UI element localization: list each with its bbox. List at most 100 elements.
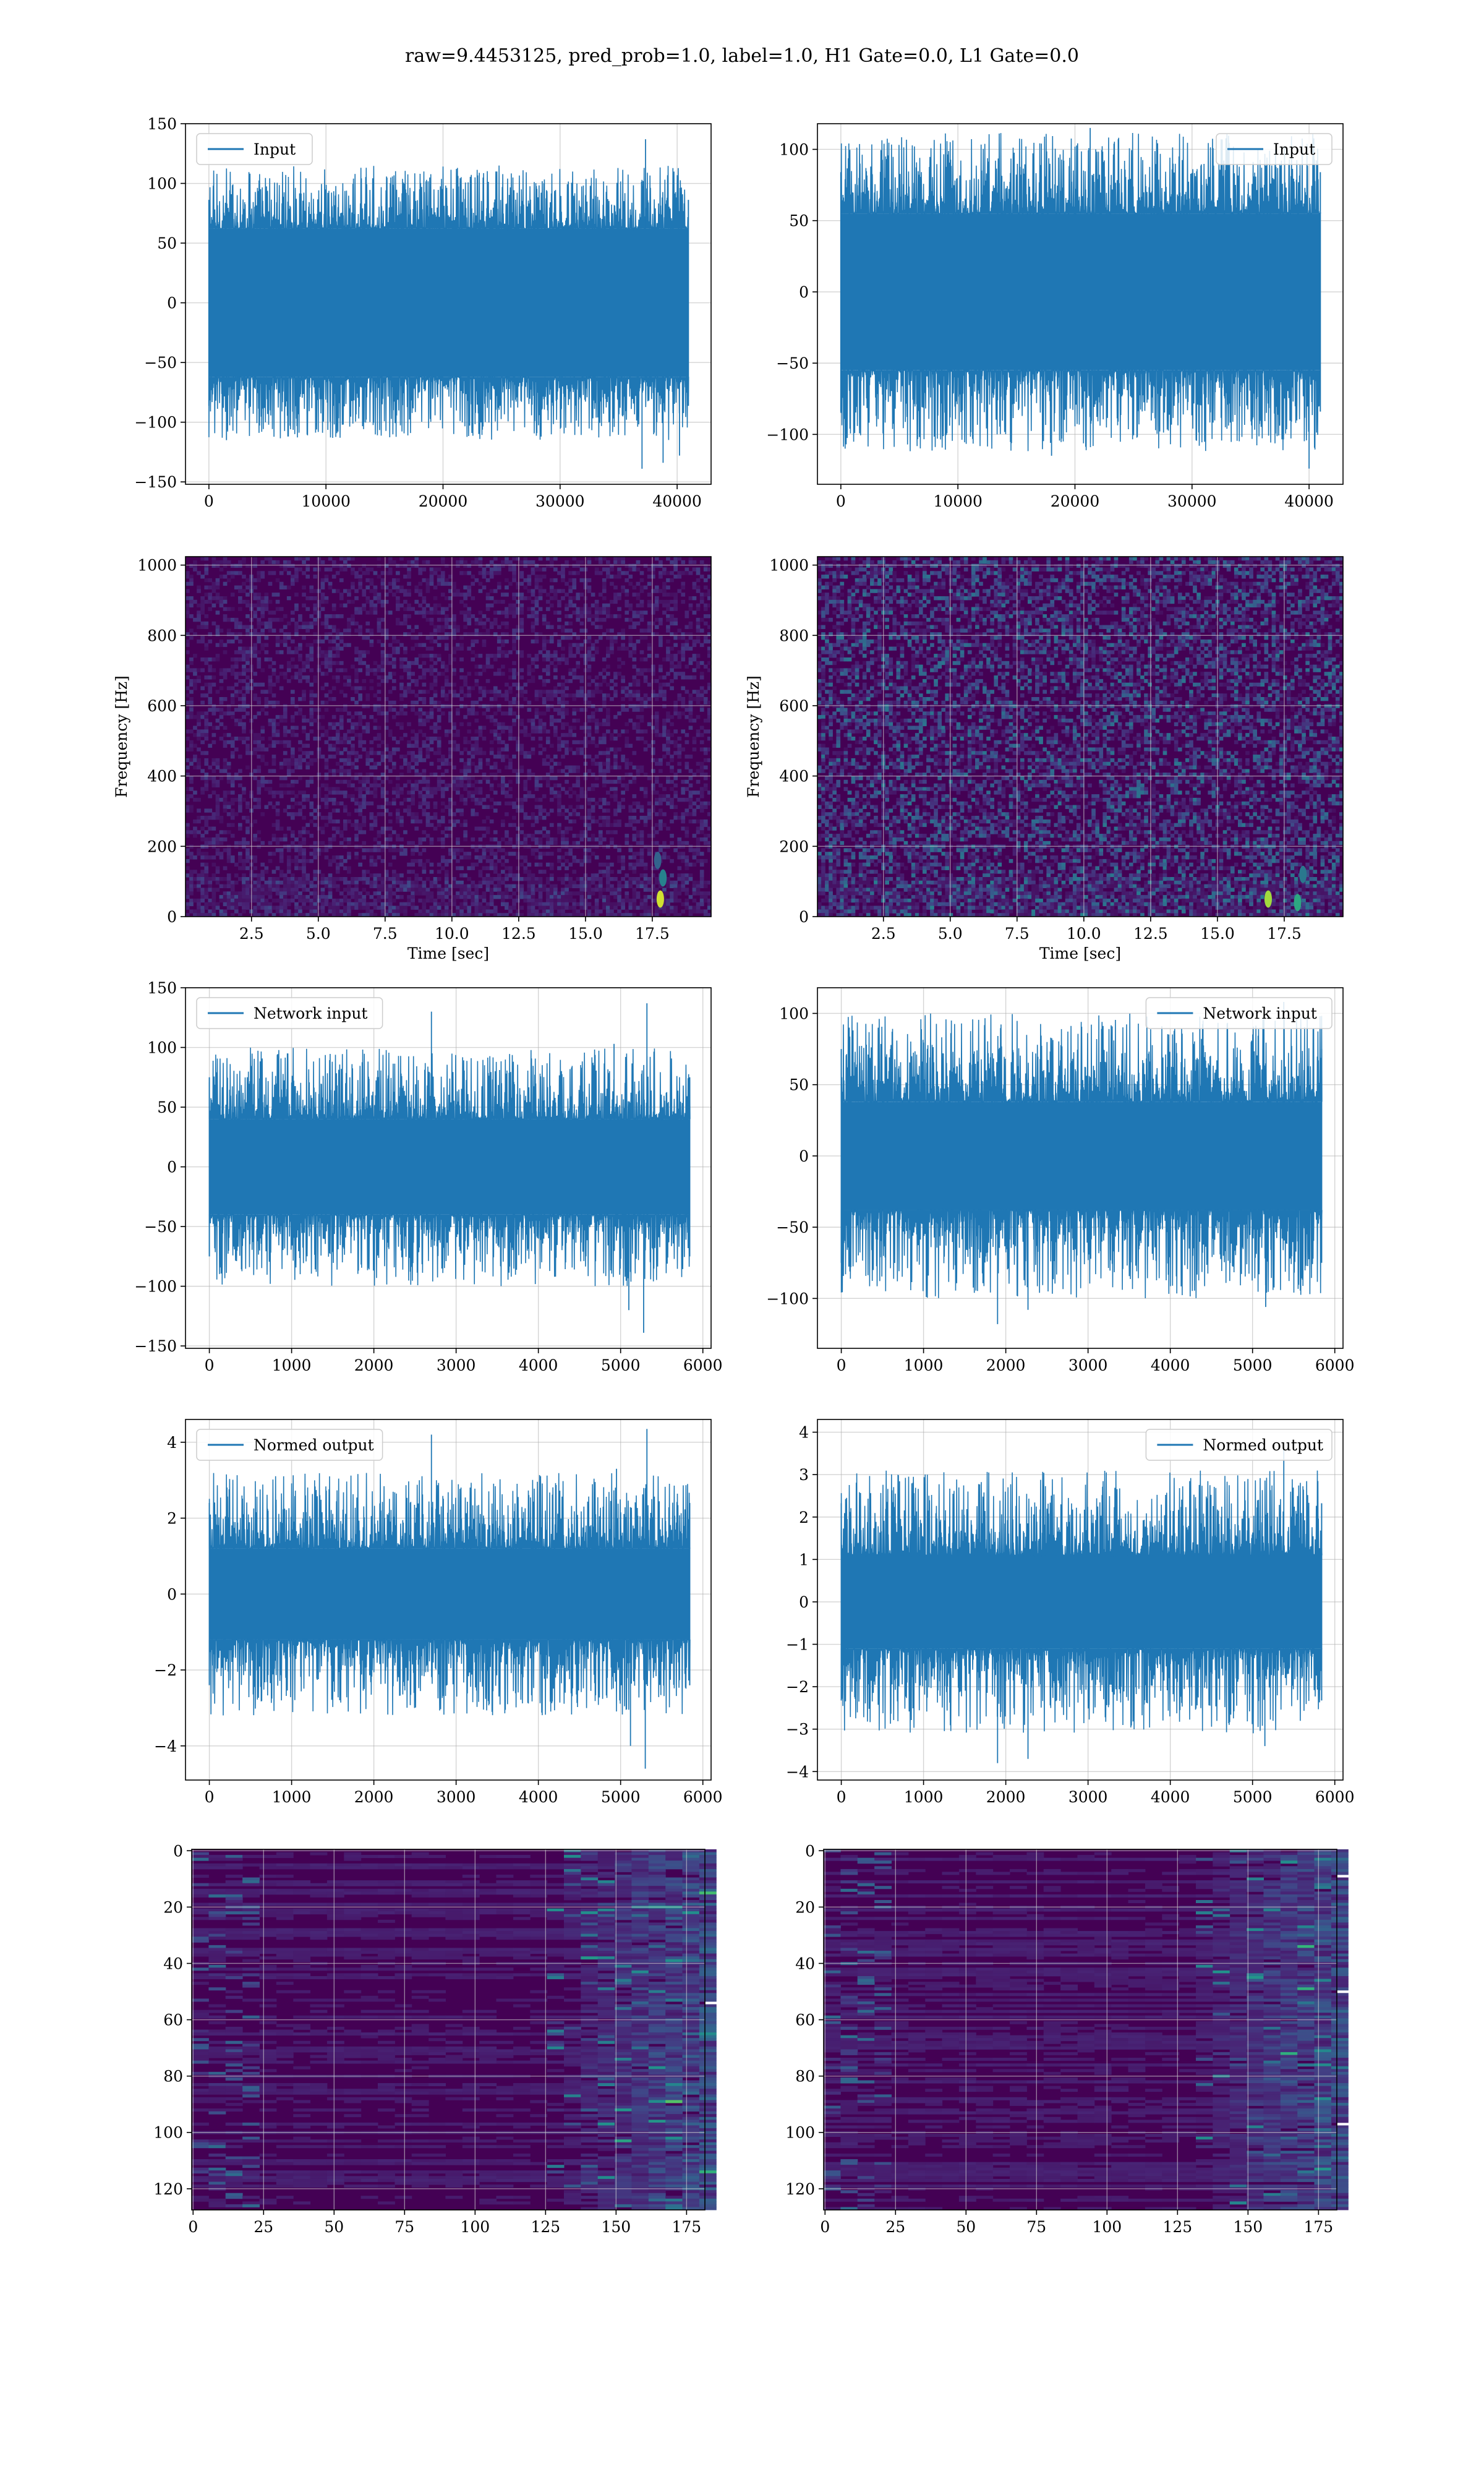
spectrogram-cell	[647, 625, 652, 629]
spectrogram-cell	[670, 787, 674, 791]
spectrogram-cell	[377, 639, 382, 644]
spectrogram-cell	[606, 769, 610, 773]
spectrogram-cell	[429, 654, 434, 658]
spectrogram-cell	[654, 729, 659, 734]
spectrogram-cell	[384, 801, 389, 806]
spectrogram-cell	[444, 805, 449, 809]
spectrogram-cell	[215, 837, 220, 842]
spectrogram-cell	[253, 610, 257, 615]
spectrogram-cell	[373, 607, 378, 611]
spectrogram-cell	[452, 614, 456, 618]
spectrogram-cell	[298, 848, 302, 852]
spectrogram-cell	[264, 643, 269, 648]
spectrogram-cell	[260, 646, 265, 651]
spectrogram-cell	[331, 787, 336, 791]
spectrogram-cell	[407, 567, 411, 571]
spectrogram-cell	[444, 617, 449, 622]
spectrogram-cell	[471, 751, 475, 755]
spectrogram-cell	[264, 596, 269, 601]
spectrogram-cell	[568, 589, 573, 593]
spectrogram-cell	[391, 761, 396, 766]
spectrogram-cell	[309, 700, 314, 705]
spectrogram-cell	[677, 852, 682, 856]
spectrogram-cell	[617, 733, 621, 737]
spectrogram-cell	[317, 599, 322, 604]
spectrogram-cell	[666, 797, 670, 802]
spectrogram-cell	[576, 805, 581, 809]
spectrogram-cell	[531, 560, 535, 565]
spectrogram-cell	[474, 682, 479, 687]
spectrogram-cell	[223, 801, 228, 806]
spectrogram-cell	[501, 726, 505, 730]
spectrogram-cell	[320, 816, 325, 820]
spectrogram-cell	[208, 697, 213, 701]
spectrogram-cell	[549, 596, 554, 601]
spectrogram-cell	[516, 855, 520, 860]
spectrogram-cell	[324, 794, 329, 798]
spectrogram-cell	[538, 776, 543, 781]
spectrogram-cell	[512, 603, 516, 608]
spectrogram-cell	[531, 848, 535, 852]
spectrogram-cell	[456, 841, 460, 845]
spectrogram-cell	[411, 607, 415, 611]
spectrogram-cell	[501, 790, 505, 795]
spectrogram-cell	[219, 819, 224, 824]
spectrogram-cell	[463, 830, 467, 834]
spectrogram-cell	[538, 722, 543, 727]
spectrogram-cell	[407, 743, 411, 748]
spectrogram-cell	[587, 690, 592, 694]
x-tick-label: 30000	[535, 492, 585, 510]
spectrogram-cell	[448, 751, 453, 755]
spectrogram-cell	[673, 812, 678, 816]
spectrogram-cell	[444, 826, 449, 831]
spectrogram-cell	[189, 563, 194, 568]
spectrogram-cell	[219, 737, 224, 741]
spectrogram-cell	[625, 603, 629, 608]
spectrogram-cell	[433, 668, 438, 672]
spectrogram-cell	[230, 755, 235, 759]
spectrogram-cell	[365, 668, 370, 672]
spectrogram-cell	[508, 726, 513, 730]
spectrogram-cell	[459, 779, 464, 784]
spectrogram-cell	[452, 682, 456, 687]
spectrogram-cell	[459, 783, 464, 788]
spectrogram-cell	[291, 657, 295, 662]
spectrogram-cell	[696, 603, 701, 608]
spectrogram-cell	[245, 816, 250, 820]
spectrogram-cell	[309, 715, 314, 719]
spectrogram-cell	[568, 585, 573, 589]
spectrogram-cell	[482, 643, 487, 648]
spectrogram-cell	[324, 797, 329, 802]
spectrogram-cell	[632, 563, 637, 568]
spectrogram-cell	[373, 765, 378, 769]
spectrogram-cell	[482, 751, 487, 755]
spectrogram-cell	[508, 758, 513, 763]
spectrogram-cell	[463, 693, 467, 698]
spectrogram-cell	[440, 816, 445, 820]
spectrogram-cell	[531, 614, 535, 618]
spectrogram-cell	[659, 690, 663, 694]
spectrogram-cell	[489, 575, 494, 579]
spectrogram-cell	[399, 765, 404, 769]
spectrogram-cell	[666, 603, 670, 608]
spectrogram-cell	[666, 682, 670, 687]
spectrogram-cell	[407, 740, 411, 745]
spectrogram-cell	[384, 571, 389, 575]
spectrogram-cell	[223, 794, 228, 798]
spectrogram-cell	[208, 690, 213, 694]
spectrogram-cell	[471, 866, 475, 870]
spectrogram-cell	[234, 621, 239, 626]
spectrogram-cell	[204, 808, 209, 813]
spectrogram-cell	[208, 578, 213, 583]
spectrogram-cell	[474, 678, 479, 683]
spectrogram-cell	[283, 585, 288, 589]
spectrogram-cell	[485, 690, 490, 694]
spectrogram-cell	[373, 708, 378, 712]
spectrogram-cell	[186, 858, 190, 863]
spectrogram-cell	[489, 718, 494, 723]
spectrogram-cell	[557, 718, 561, 723]
spectrogram-cell	[636, 805, 641, 809]
spectrogram-cell	[696, 852, 701, 856]
spectrogram-cell	[339, 596, 344, 601]
spectrogram-cell	[670, 841, 674, 845]
